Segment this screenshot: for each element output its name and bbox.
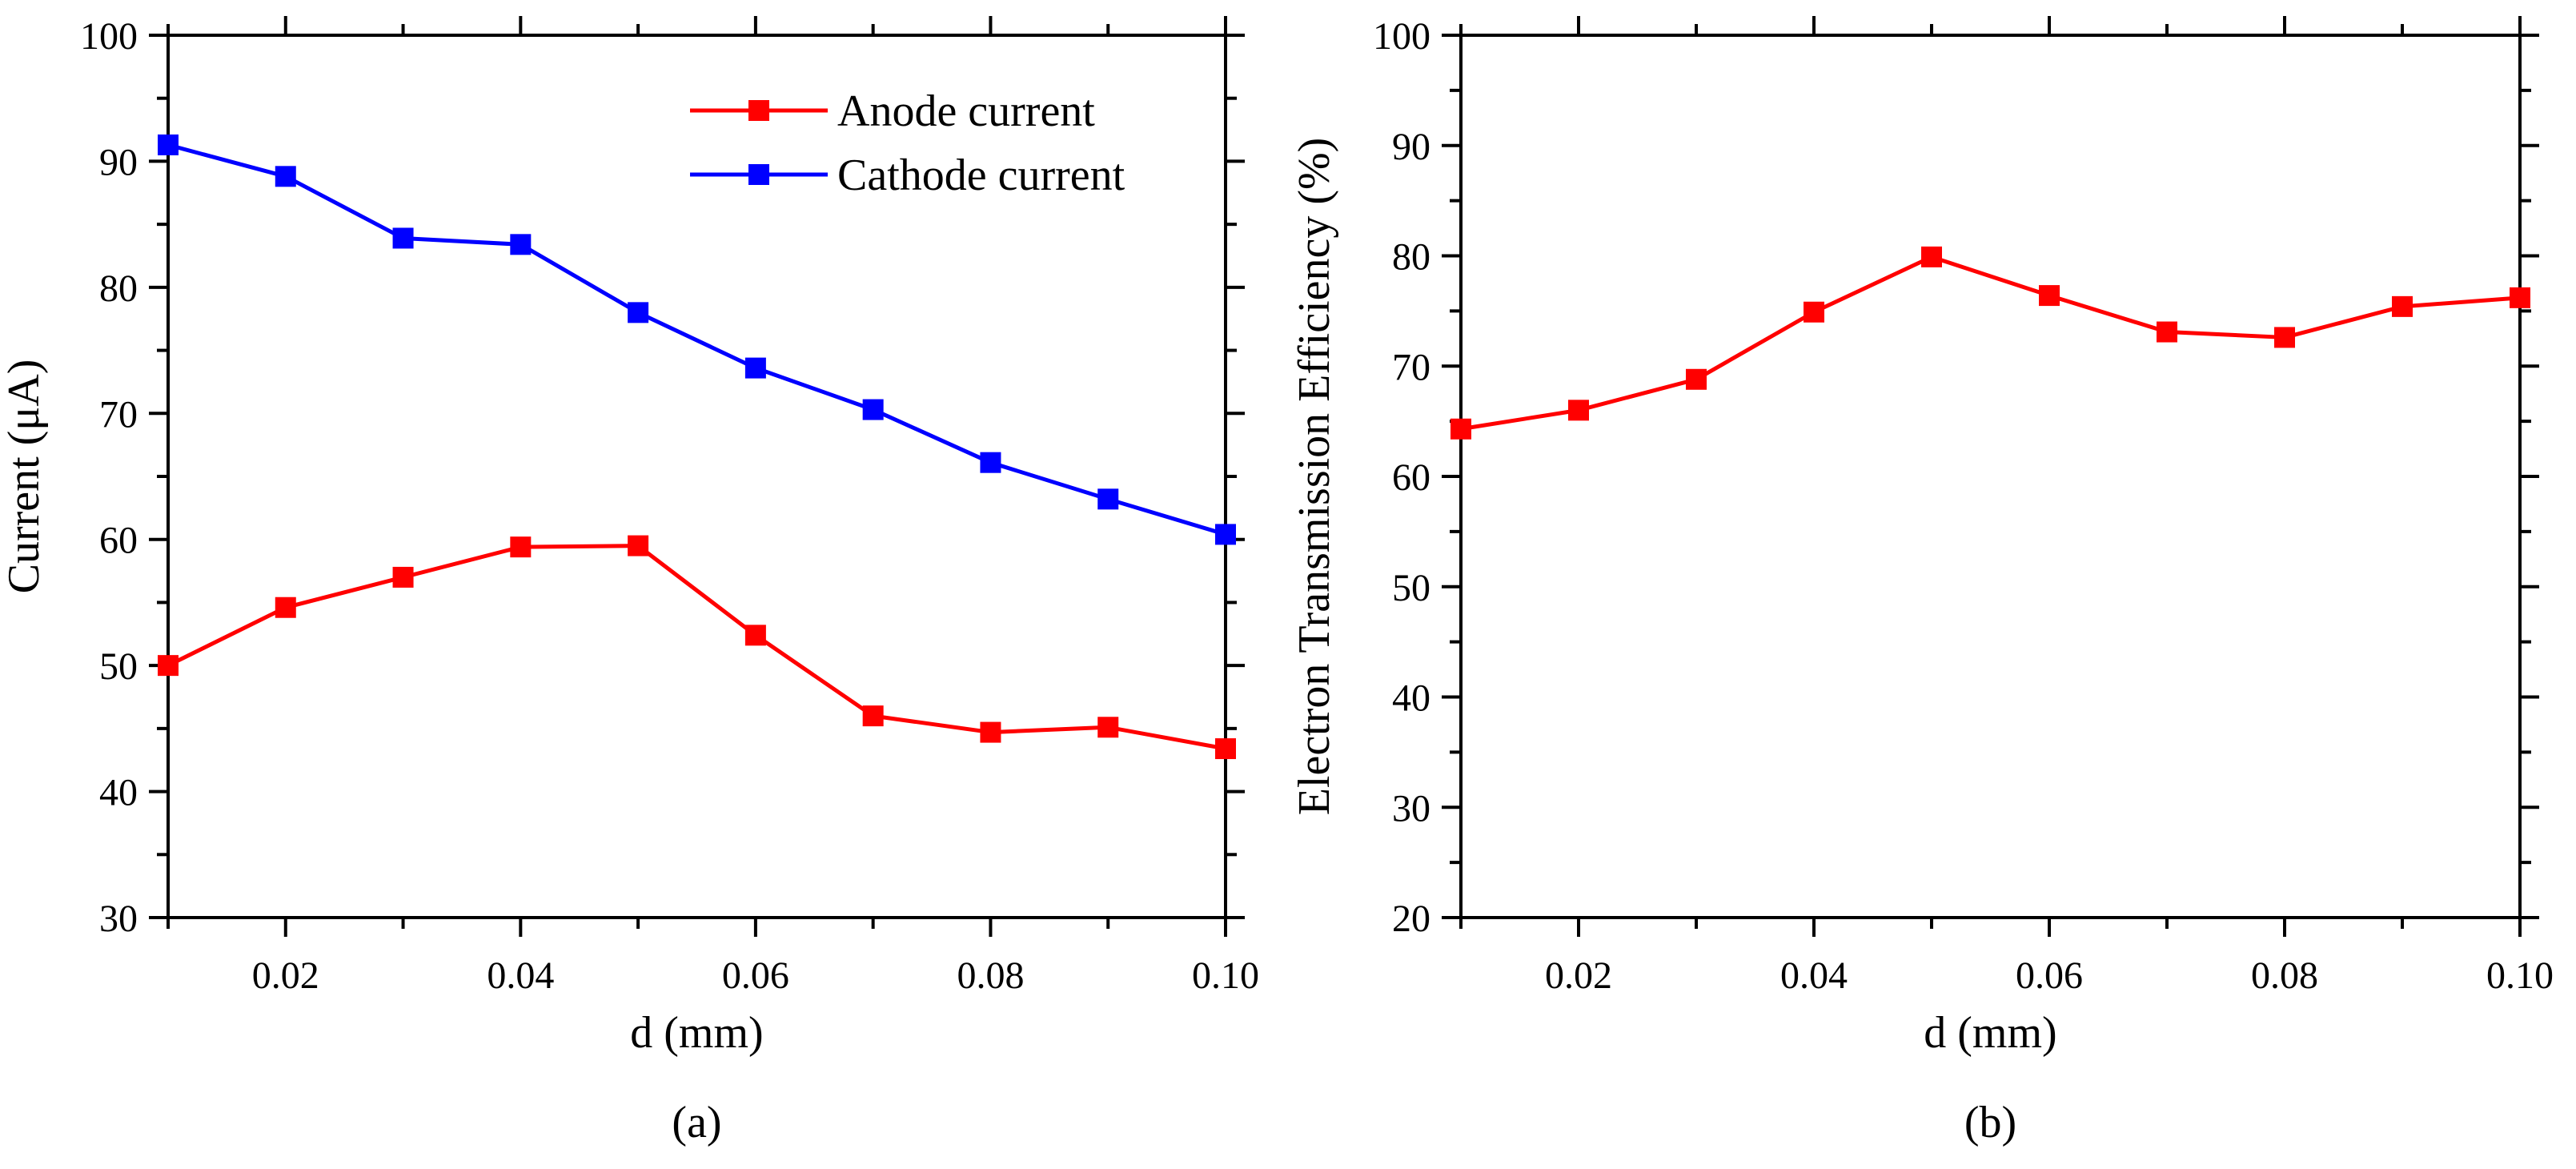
data-point-marker (1804, 301, 1824, 323)
y-axis-title: Current (μA) (0, 360, 49, 594)
legend-marker (748, 100, 769, 121)
y-tick-label: 30 (1392, 787, 1430, 830)
data-point-marker (1097, 488, 1119, 510)
data-point-marker (392, 227, 414, 249)
y-tick-label: 70 (99, 393, 138, 436)
data-point-marker (275, 597, 296, 618)
y-tick-label: 30 (99, 898, 138, 940)
series-line (1460, 255, 2521, 432)
legend-marker (748, 164, 769, 185)
y-tick-label: 40 (1392, 677, 1430, 720)
x-tick-label: 0.02 (252, 954, 319, 997)
data-point-marker (1568, 400, 1589, 421)
data-point-marker (392, 566, 414, 588)
data-point-marker (158, 134, 179, 155)
panel-a-current-chart: 0.02 0.04 0.06 0.08 0.10 30 40 50 60 70 80 90 100 d (… (0, 15, 1259, 1147)
y-tick-label: 100 (80, 15, 138, 58)
panel-b-efficiency-chart: 0.02 0.04 0.06 0.08 0.10 20 30 40 50 60 70 80 90 100 d… (1290, 15, 2554, 1147)
data-point-marker (744, 625, 766, 646)
x-tick-label: 0.10 (1192, 954, 1259, 997)
y-tick-label: 90 (99, 141, 138, 183)
data-point-marker (1921, 246, 1942, 267)
plot-frame (1459, 34, 2522, 919)
x-tick-label: 0.02 (1545, 954, 1612, 997)
data-point-marker (1451, 418, 1471, 440)
legend-label: Anode current (837, 86, 1095, 136)
data-point-marker (1215, 738, 1236, 760)
data-point-marker (862, 399, 884, 420)
y-tick-label: 40 (99, 772, 138, 814)
y-tick-label: 60 (1392, 456, 1430, 499)
series-line (167, 143, 1226, 536)
x-tick-label: 0.08 (957, 954, 1024, 997)
data-point-marker (2392, 295, 2413, 317)
panel-label: (a) (672, 1098, 721, 1147)
data-point-marker (628, 535, 649, 556)
x-tick-label: 0.04 (487, 954, 554, 997)
series-electron-transmission-efficiency (1451, 246, 2530, 440)
legend: Anode current Cathode current (690, 86, 1125, 200)
y-tick-label: 90 (1392, 126, 1430, 168)
y-tick-label: 100 (1373, 15, 1430, 58)
y-tick-label: 50 (99, 645, 138, 688)
data-point-marker (275, 166, 296, 187)
data-point-marker (1686, 368, 1707, 390)
legend-label: Cathode current (837, 151, 1125, 200)
x-axis-title: d (mm) (630, 1008, 763, 1058)
y-axis-title: Electron Transmission Efficiency (%) (1290, 138, 1339, 816)
data-point-marker (510, 234, 532, 255)
x-tick-label: 0.08 (2251, 954, 2318, 997)
x-axis-title: d (mm) (1924, 1008, 2056, 1058)
y-tick-label: 50 (1392, 567, 1430, 609)
data-point-marker (628, 302, 649, 323)
x-tick-label: 0.06 (722, 954, 789, 997)
data-point-marker (1097, 717, 1119, 738)
data-point-marker (744, 357, 766, 379)
data-point-marker (2510, 287, 2530, 308)
series-anode-current (158, 535, 1236, 760)
data-point-marker (980, 721, 1001, 743)
x-tick-label: 0.10 (2486, 954, 2554, 997)
data-point-marker (510, 536, 532, 558)
series-line (167, 544, 1226, 751)
data-point-marker (1215, 524, 1236, 545)
data-point-marker (980, 452, 1001, 473)
x-tick-label: 0.06 (2016, 954, 2083, 997)
data-point-marker (2274, 327, 2295, 348)
data-point-marker (862, 705, 884, 727)
data-point-marker (2039, 285, 2060, 307)
x-tick-label: 0.04 (1780, 954, 1848, 997)
y-tick-label: 80 (1392, 236, 1430, 279)
y-tick-label: 70 (1392, 346, 1430, 388)
y-tick-label: 20 (1392, 898, 1430, 940)
series-cathode-current (158, 134, 1236, 545)
y-tick-label: 60 (99, 520, 138, 562)
panel-label: (b) (1964, 1098, 2016, 1147)
data-point-marker (158, 655, 179, 677)
y-tick-label: 80 (99, 267, 138, 310)
data-point-marker (2157, 321, 2177, 343)
